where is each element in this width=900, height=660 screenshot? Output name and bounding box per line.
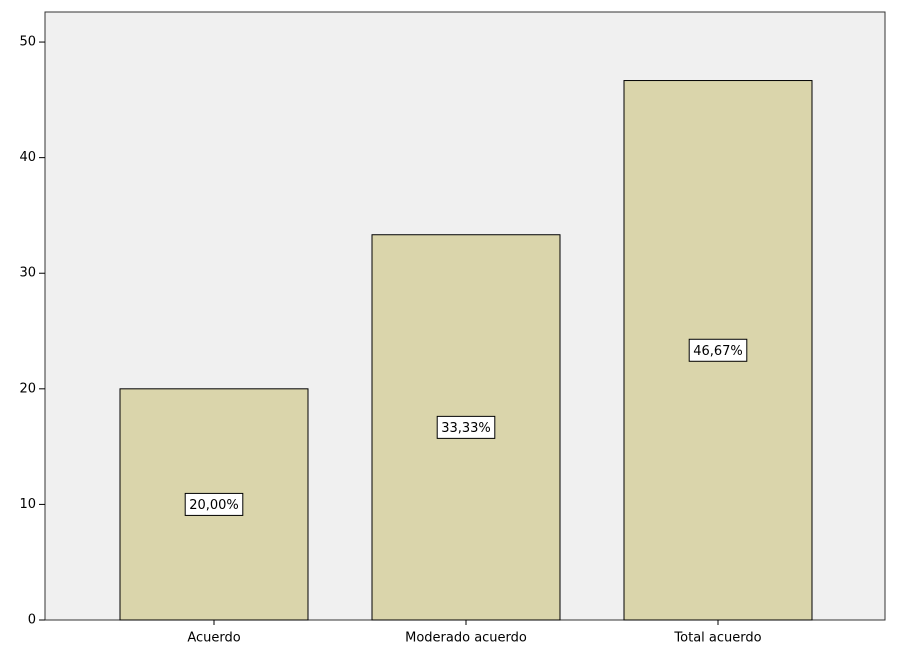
y-tick-label: 10 [19,497,36,512]
y-tick-label: 0 [28,613,36,628]
y-tick-label: 20 [19,381,36,396]
value-label-box [688,338,748,362]
x-tick-label: Moderado acuerdo [405,631,527,646]
x-tick-label: Total acuerdo [673,631,761,646]
value-label: 20,00% [189,498,239,513]
y-tick-label: 40 [19,150,36,165]
value-label: 33,33% [441,421,491,436]
value-label-box [184,492,244,516]
value-label: 46,67% [693,344,743,359]
value-label-box [436,415,496,439]
y-tick-label: 30 [19,266,36,281]
x-tick-label: Acuerdo [187,631,240,646]
y-tick-label: 50 [19,35,36,50]
